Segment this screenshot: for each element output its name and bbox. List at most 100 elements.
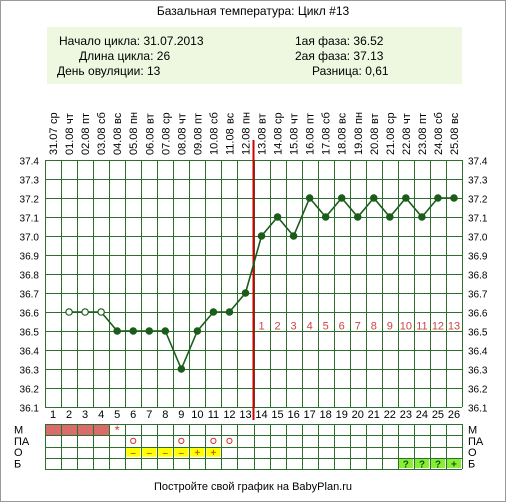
circle-mark [130,437,137,444]
x-tick-label: 18 [320,409,332,421]
row-label-right: О [468,447,477,459]
date-label: 03.08 [96,127,108,155]
date-label: 15.08 [289,127,301,155]
y-tick-label: 36.3 [20,366,40,377]
temperature-series [65,194,458,373]
weekday-label: пт [417,113,429,124]
date-label: 22.08 [401,127,413,155]
temperature-point [273,213,282,221]
temperature-point [97,308,105,316]
date-label: 18.08 [337,127,349,155]
y-tick-label: 37.2 [20,195,40,206]
weekday-label: пн [128,112,140,124]
row-label-left: М [14,425,23,437]
x-tick-label: 8 [162,409,168,421]
x-tick-label: 17 [304,409,316,421]
x-axis-ticks: 1 2 3 4 5 6 7 8 9 10 11 12 13 14 15 16 17 18 19 20 21 22 23 24 2… [50,409,460,421]
x-tick-label: 10 [191,409,203,421]
y-tick-label-right: 36.8 [468,271,488,282]
x-tick-label: 16 [287,409,299,421]
phase2-day-number: 11 [416,320,427,332]
temperature-line [69,196,454,372]
y-tick-label-right: 36.4 [468,347,488,358]
marker-cell [174,447,189,457]
temperature-point [450,194,458,202]
x-tick-label: 12 [223,409,235,421]
weekday-label: сб [433,112,445,124]
temperature-point [418,213,426,221]
marker-symbol: – [130,448,136,459]
temperature-point [434,194,442,202]
y-tick-label-right: 37.3 [468,176,488,187]
row-label-right: ПА [468,436,484,448]
phase2-day-number: 12 [432,320,444,332]
y-tick-label: 36.6 [20,309,40,320]
temperature-point [209,308,218,316]
phase2-day-number: 5 [323,320,329,332]
y-tick-label-right: 36.3 [468,366,488,377]
marker-symbol: – [179,448,185,459]
footer-promo: Постройте свой график на BabyPlan.ru [153,481,353,493]
marker-symbol: + [210,448,216,459]
phase-difference: Разница: 0,61 [312,64,389,78]
menses-cell [77,424,94,436]
weekday-label: сб [321,112,333,124]
marker-symbol: + [194,448,200,459]
x-tick-label: 26 [448,409,460,421]
y-tick-label: 36.8 [20,271,40,282]
date-label: 14.08 [273,127,285,155]
y-tick-label: 36.4 [20,347,40,358]
y-tick-label-right: 36.2 [468,385,488,396]
temperature-point [145,327,154,335]
phase2-day-number: 8 [371,320,377,332]
date-label: 31.07 [48,127,60,155]
cycle-length: Длина цикла: 26 [79,49,171,63]
x-tick-label: 4 [98,409,104,421]
temperature-point [337,194,346,202]
weekday-label: пн [353,112,365,124]
x-tick-label: 1 [50,409,56,421]
weekday-label: вс [337,112,349,124]
date-label: 20.08 [369,127,381,155]
phase2-day-number: 9 [387,320,393,332]
row-label-left: ПА [14,436,30,448]
y-tick-label: 37.0 [20,233,40,244]
ovulation-day: День овуляции: 13 [57,64,161,78]
phase2-day-number: 3 [291,320,297,332]
temperature-point [369,194,378,202]
weekday-label: чт [401,113,413,124]
y-tick-label: 36.2 [20,385,40,396]
y-tick-label-right: 37.0 [468,233,488,244]
date-label: 25.08 [449,127,461,155]
weekday-label: вт [369,113,381,124]
y-tick-label: 36.1 [20,404,40,415]
x-tick-label: 21 [368,409,380,421]
temperature-point [241,289,250,297]
y-tick-label: 36.5 [20,328,40,339]
temperature-point [65,308,73,316]
x-tick-label: 25 [432,409,444,421]
y-axis-ticks: 36.1 36.1 36.2 36.2 36.3 36.3 36.4 36.4 36.5 36.5… [20,157,488,415]
date-label: 07.08 [160,127,172,155]
y-tick-label-right: 37.2 [468,195,488,206]
weekday-label: ср [160,112,172,124]
y-tick-label-right: 36.9 [468,252,488,263]
circle-mark [210,437,217,444]
temperature-point [161,327,170,335]
temperature-point [305,194,314,202]
temperature-point [257,232,266,240]
temperature-point [386,213,394,221]
marker-symbol: + [451,459,457,470]
phase2-day-number: 2 [274,320,280,332]
temperature-point [321,213,330,221]
y-tick-label-right: 37.4 [468,157,488,168]
weekday-label: пт [192,113,204,124]
menses-cell [93,424,110,436]
phase2-day-labels: 1 2 3 4 5 6 7 8 9 10 11 12 13 [258,320,460,332]
weekday-label: чт [64,113,76,124]
date-label: 12.08 [240,127,252,155]
y-tick-label-right: 37.1 [468,214,488,225]
marker-cell [430,458,445,468]
row-label-left: О [14,447,23,459]
x-tick-label: 6 [130,409,136,421]
